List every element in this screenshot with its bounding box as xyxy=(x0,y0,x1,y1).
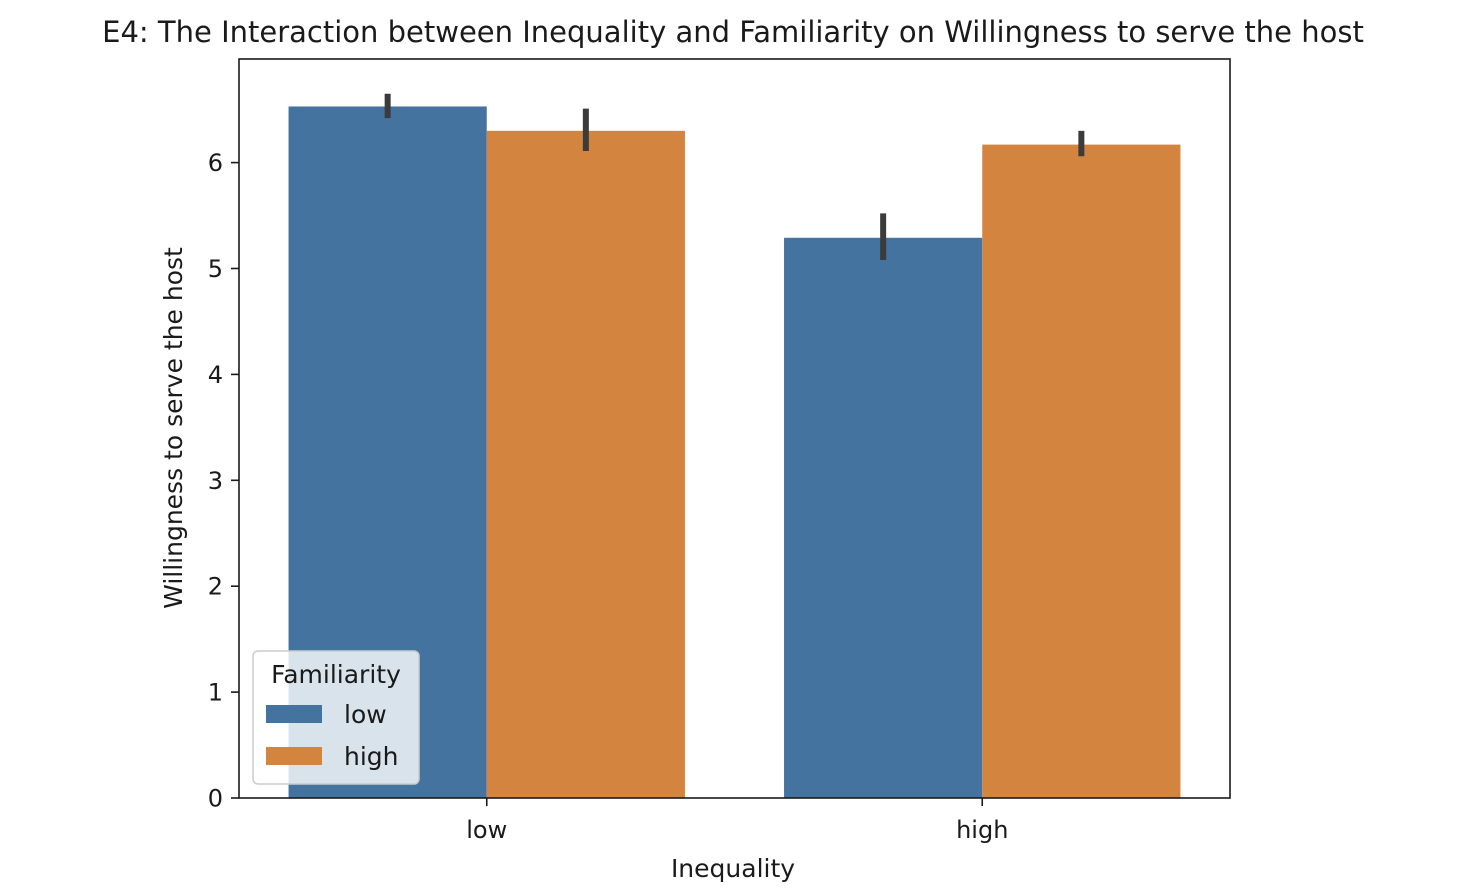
legend-label-high: high xyxy=(344,742,399,771)
chart-title: E4: The Interaction between Inequality a… xyxy=(102,15,1364,49)
legend: Familiarity low high xyxy=(252,650,420,785)
x-axis-label: Inequality xyxy=(671,854,795,883)
y-tick-label: 5 xyxy=(208,255,223,283)
y-tick-label: 6 xyxy=(208,149,223,177)
x-axis: low high xyxy=(466,798,1008,844)
y-axis: 0 1 2 3 4 5 6 xyxy=(208,149,239,813)
legend-title: Familiarity xyxy=(271,660,401,689)
plot-frame xyxy=(238,58,1231,799)
bars-layer xyxy=(288,106,1181,799)
x-tick-label-low: low xyxy=(466,816,507,844)
error-bars-layer xyxy=(384,93,1085,261)
bar-low-inequality-high-familiarity xyxy=(486,130,685,798)
x-tick-label-high: high xyxy=(956,816,1008,844)
bar-high-inequality-high-familiarity xyxy=(982,144,1181,799)
y-tick-label: 0 xyxy=(208,785,223,813)
legend-swatch-high xyxy=(266,747,322,765)
y-axis-label: Willingness to serve the host xyxy=(159,247,188,609)
y-tick-label: 3 xyxy=(208,467,223,495)
y-tick-label: 2 xyxy=(208,573,223,601)
y-tick-label: 1 xyxy=(208,679,223,707)
y-tick-label: 4 xyxy=(208,361,223,389)
bar-high-inequality-low-familiarity xyxy=(784,237,983,799)
legend-items: low high xyxy=(266,700,399,771)
legend-swatch-low xyxy=(266,705,322,723)
legend-label-low: low xyxy=(344,700,387,729)
